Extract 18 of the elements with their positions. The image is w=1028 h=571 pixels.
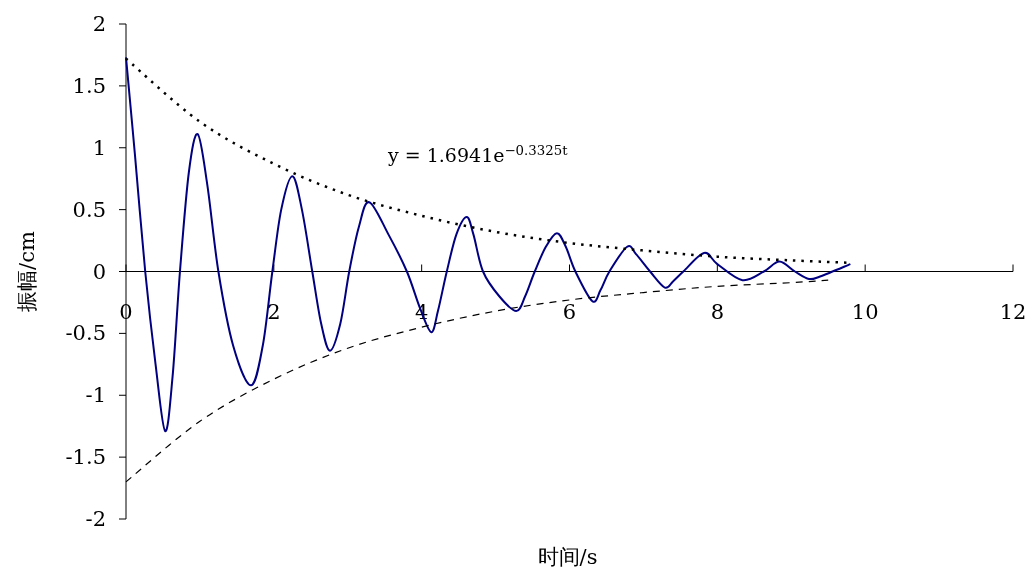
x-tick-label: 6 — [562, 299, 577, 324]
y-tick-label: 0.5 — [72, 197, 106, 222]
x-tick-label: 0 — [119, 299, 133, 324]
y-tick-label: -2 — [85, 507, 106, 531]
y-tick-label: 0 — [92, 259, 106, 284]
y-tick-label: 1.5 — [72, 73, 106, 98]
y-tick-label: -0.5 — [65, 321, 106, 346]
y-tick-label: -1.5 — [65, 445, 106, 470]
y-tick-label: 1 — [92, 135, 106, 160]
annotation: y = 1.6941e$^{−0.3325t}$ — [387, 142, 569, 166]
x-tick-label: 2 — [267, 299, 281, 324]
y-tick-label: 2 — [92, 12, 106, 36]
x-tick-label: 10 — [851, 299, 879, 324]
y-axis-title: 振幅/cm — [15, 231, 39, 312]
x-tick-label: 12 — [999, 299, 1027, 324]
x-tick-label: 8 — [710, 299, 725, 324]
y-tick-label: -1 — [85, 383, 106, 408]
x-axis-title: 时间/s — [537, 545, 598, 569]
